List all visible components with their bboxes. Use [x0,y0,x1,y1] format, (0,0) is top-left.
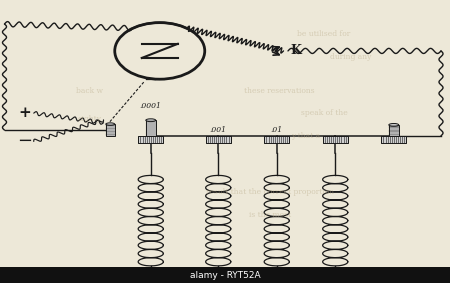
Text: .001: .001 [210,126,227,134]
Bar [0,267,450,283]
Text: .01: .01 [271,126,283,134]
Text: be utilised for: be utilised for [297,30,351,38]
Bar [206,136,230,143]
Text: is the most: is the most [249,211,291,219]
Text: eighty: eighty [78,115,102,123]
Ellipse shape [106,123,115,125]
Bar [139,136,163,143]
Text: back w: back w [76,87,104,95]
Text: alamy - RYT52A: alamy - RYT52A [190,271,260,280]
Text: 90: 90 [270,273,283,282]
Text: +: + [18,106,31,120]
Text: y that a: y that a [292,132,320,140]
Text: 9: 9 [215,273,221,282]
Bar [389,125,399,136]
Ellipse shape [389,123,399,126]
Text: result that the correct proportion: result that the correct proportion [206,188,334,196]
Text: .0001: .0001 [140,102,162,110]
Text: these reservations: these reservations [244,87,314,95]
Bar [146,120,156,136]
Text: −: − [17,132,32,151]
Text: speak of the: speak of the [301,109,347,117]
Bar [323,136,347,143]
Bar [265,136,289,143]
Bar [382,136,406,143]
Bar [106,124,115,136]
Text: 1: 1 [148,273,154,282]
Ellipse shape [146,119,156,122]
Text: K: K [290,44,301,57]
Text: during any: during any [330,53,372,61]
Text: 14100: 14100 [320,273,351,282]
